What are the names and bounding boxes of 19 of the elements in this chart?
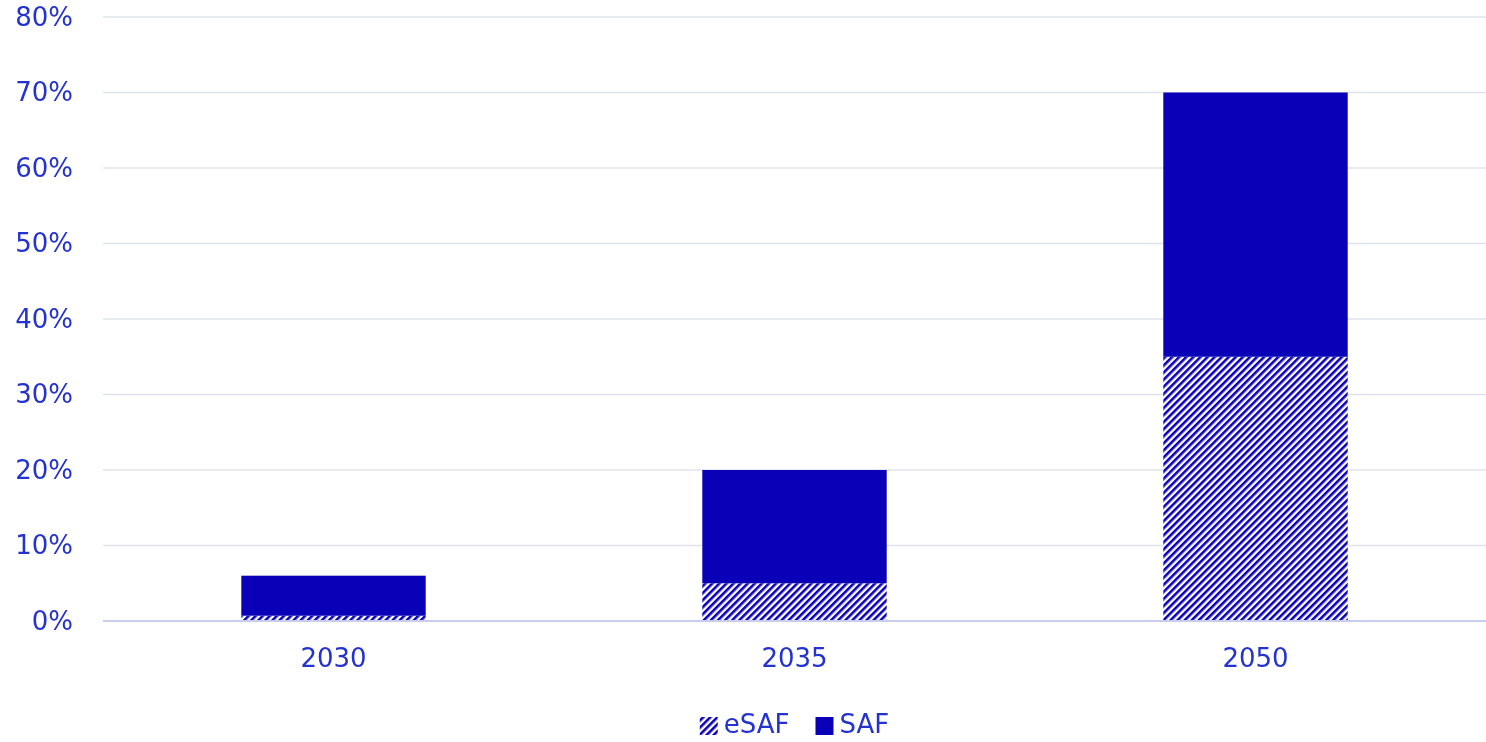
bar bbox=[1163, 92, 1348, 357]
x-tick-label: 2030 bbox=[300, 643, 367, 674]
y-tick-label: 60% bbox=[15, 152, 73, 183]
legend-label: SAF bbox=[839, 709, 890, 739]
legend-label: eSAF bbox=[723, 709, 790, 739]
bar bbox=[1163, 356, 1348, 621]
y-tick-label: 40% bbox=[15, 303, 73, 334]
x-tick-label: 2050 bbox=[1222, 643, 1289, 674]
y-tick-label: 80% bbox=[15, 1, 73, 32]
bar bbox=[702, 583, 887, 621]
y-tick-label: 30% bbox=[15, 379, 73, 410]
y-tick-label: 20% bbox=[15, 454, 73, 485]
bar bbox=[702, 470, 887, 584]
y-tick-label: 70% bbox=[15, 77, 73, 108]
y-tick-label: 0% bbox=[31, 605, 73, 636]
y-tick-label: 50% bbox=[15, 228, 73, 259]
x-tick-label: 2035 bbox=[761, 643, 828, 674]
bar bbox=[241, 575, 426, 616]
y-tick-label: 10% bbox=[15, 530, 73, 561]
